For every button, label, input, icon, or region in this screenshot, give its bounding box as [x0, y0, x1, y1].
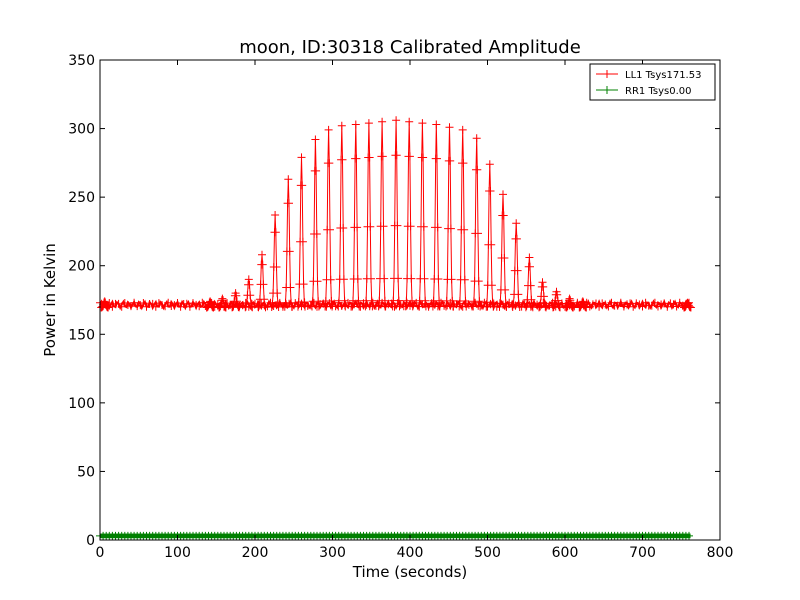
- series-rr1: [96, 531, 693, 540]
- y-tick-label: 100: [68, 396, 95, 412]
- series-layer: [96, 116, 695, 540]
- y-tick-label: 150: [68, 327, 95, 343]
- series-ll1: [96, 116, 695, 312]
- y-tick-label: 250: [68, 190, 95, 206]
- y-tick-label: 200: [68, 259, 95, 275]
- x-axis-label: Time (seconds): [352, 563, 468, 581]
- x-tick-label: 800: [707, 545, 734, 561]
- legend-label-ll1: LL1 Tsys171.53: [625, 70, 701, 81]
- y-axis-label: Power in Kelvin: [41, 243, 59, 357]
- chart-title: moon, ID:30318 Calibrated Amplitude: [239, 37, 581, 58]
- legend: LL1 Tsys171.53 RR1 Tsys0.00: [589, 63, 716, 101]
- x-tick-label: 0: [96, 545, 105, 561]
- y-tick-label: 0: [86, 533, 95, 549]
- x-tick-label: 400: [397, 545, 424, 561]
- ll1-scan-markers: [401, 117, 417, 311]
- legend-label-rr1: RR1 Tsys0.00: [625, 86, 692, 97]
- y-tick-label: 50: [77, 464, 95, 480]
- ll1-scan-markers: [374, 117, 390, 311]
- ll1-scan-markers: [414, 119, 430, 311]
- x-tick-label: 200: [242, 545, 269, 561]
- y-tick-label: 350: [68, 53, 95, 69]
- legend-marker-ll1: [603, 70, 611, 78]
- legend-box: [589, 63, 716, 101]
- x-tick-label: 300: [319, 545, 346, 561]
- x-tick-label: 700: [629, 545, 656, 561]
- ll1-scan-markers: [442, 123, 457, 311]
- ll1-scan-markers: [334, 121, 350, 311]
- ll1-scan-markers: [361, 119, 377, 311]
- legend-marker-rr1: [603, 86, 611, 94]
- rr1-markers: [96, 531, 693, 540]
- x-tick-label: 600: [552, 545, 579, 561]
- y-tick-label: 300: [68, 122, 95, 138]
- x-tick-label: 100: [164, 545, 191, 561]
- x-tick-label: 500: [474, 545, 501, 561]
